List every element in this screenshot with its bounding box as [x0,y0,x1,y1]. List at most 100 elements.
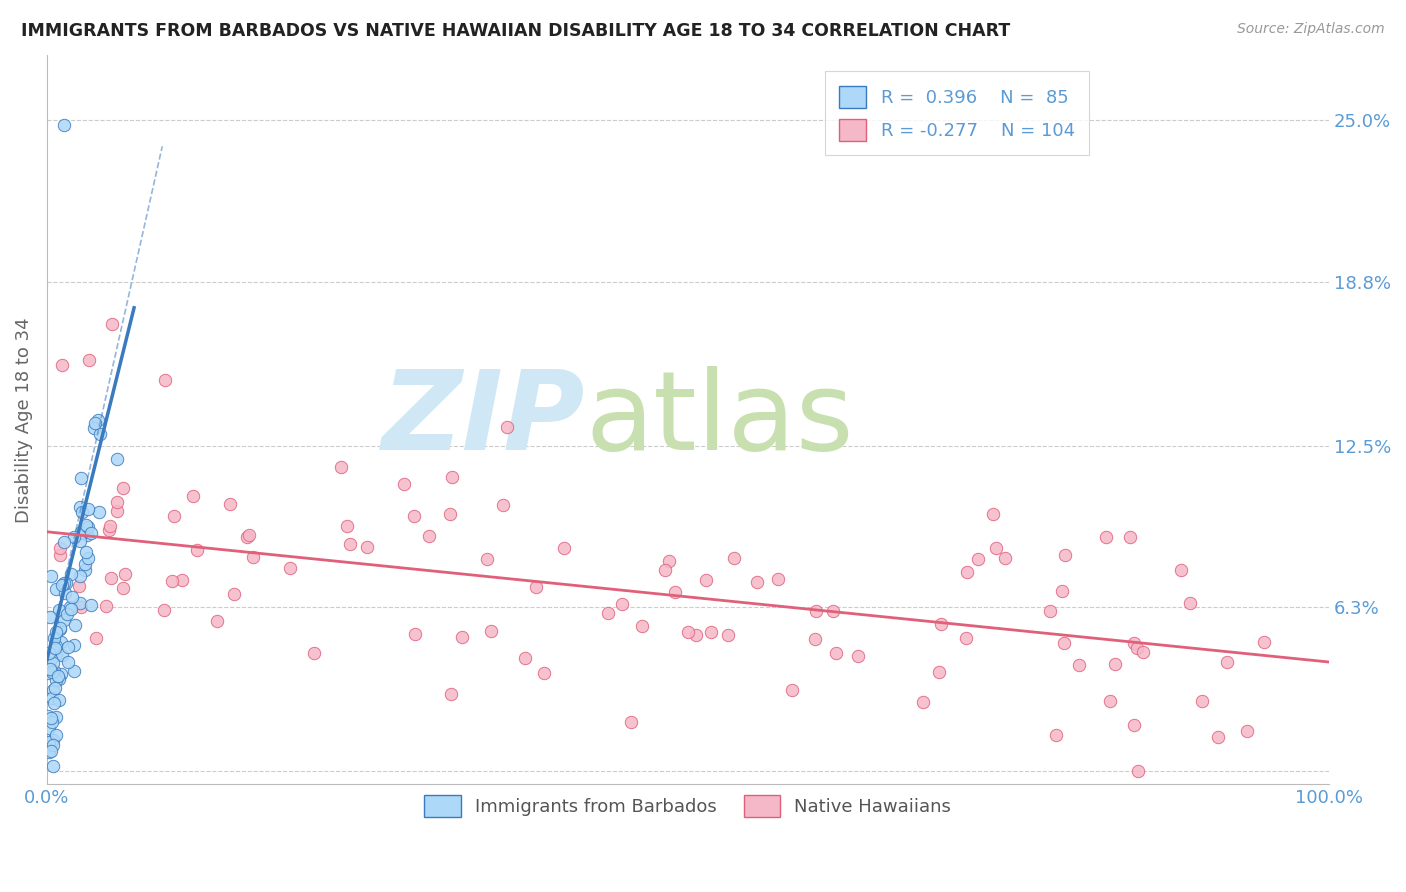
Point [84,631,107,645]
Point [1191,694,1213,708]
Point [825,647,848,661]
Point [41,690,63,705]
Point [77,502,100,516]
Point [1104,657,1126,672]
Point [1253,635,1275,649]
Point [848,649,870,664]
Point [955,631,977,645]
Point [1215,655,1237,669]
Point [1053,636,1076,650]
Point [911,695,934,709]
Point [53,575,76,590]
Text: Source: ZipAtlas.com: Source: ZipAtlas.com [1237,22,1385,37]
Point [45,727,67,741]
Text: IMMIGRANTS FROM BARBADOS VS NATIVE HAWAIIAN DISABILITY AGE 18 TO 34 CORRELATION : IMMIGRANTS FROM BARBADOS VS NATIVE HAWAI… [21,22,1011,40]
Point [450,630,472,644]
Point [280,561,302,575]
Point [45,625,67,640]
Point [238,528,260,542]
Point [302,646,325,660]
Point [38,646,60,660]
Point [1236,723,1258,738]
Point [495,420,517,434]
Point [533,666,555,681]
Point [87,413,110,427]
Point [699,624,721,639]
Legend: Immigrants from Barbados, Native Hawaiians: Immigrants from Barbados, Native Hawaiia… [415,787,960,827]
Point [70,525,93,540]
Point [42,696,65,710]
Point [77,353,100,368]
Point [42,683,65,698]
Point [553,541,575,555]
Point [80,525,103,540]
Point [183,489,205,503]
Point [1095,530,1118,544]
Point [356,540,378,554]
Point [48,549,70,563]
Point [339,537,361,551]
Point [929,617,952,632]
Point [804,604,827,618]
Point [69,533,91,548]
Point [70,504,93,518]
Point [612,597,634,611]
Point [596,606,619,620]
Point [41,715,63,730]
Point [111,581,134,595]
Point [51,358,73,372]
Point [83,416,105,430]
Point [676,625,699,640]
Point [89,427,111,442]
Point [41,759,63,773]
Point [105,504,128,518]
Point [63,618,86,632]
Point [1119,529,1142,543]
Point [1054,549,1077,563]
Point [60,590,83,604]
Point [44,681,66,695]
Point [60,602,83,616]
Point [75,518,97,533]
Point [222,587,245,601]
Point [114,567,136,582]
Point [42,631,65,645]
Point [48,693,70,707]
Point [45,710,67,724]
Point [56,640,79,655]
Point [51,648,73,662]
Point [97,523,120,537]
Point [42,738,65,752]
Point [70,471,93,485]
Point [53,613,76,627]
Point [685,628,707,642]
Point [984,541,1007,556]
Point [1125,640,1147,655]
Point [75,545,97,559]
Point [236,530,259,544]
Point [160,574,183,589]
Point [45,582,67,596]
Point [51,578,73,592]
Point [823,604,845,618]
Point [1039,604,1062,618]
Point [1122,717,1144,731]
Point [41,665,63,679]
Point [38,721,60,735]
Point [404,626,426,640]
Point [186,543,208,558]
Point [60,566,83,581]
Point [242,549,264,564]
Point [804,632,827,647]
Point [56,607,79,622]
Point [35,665,58,680]
Point [37,708,59,723]
Point [1178,597,1201,611]
Point [928,665,950,679]
Point [440,469,463,483]
Point [41,743,63,757]
Point [69,524,91,539]
Point [48,603,70,617]
Point [48,622,70,636]
Point [654,564,676,578]
